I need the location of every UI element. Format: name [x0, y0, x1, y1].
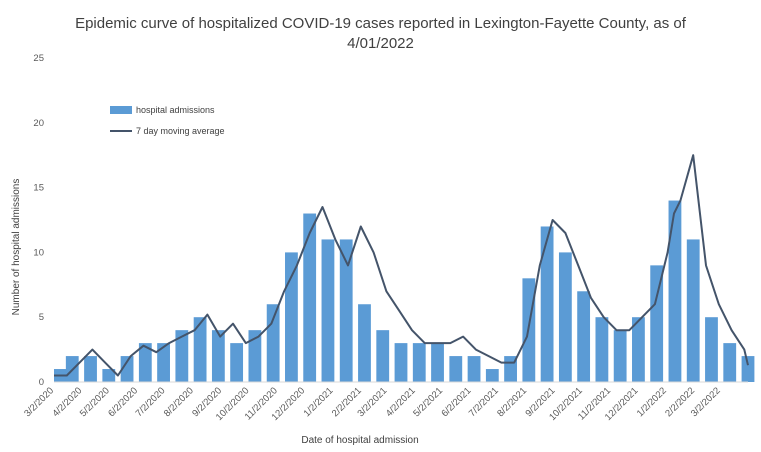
y-tick-label: 0	[39, 377, 44, 388]
bar	[138, 343, 152, 382]
y-tick-label: 25	[33, 53, 44, 64]
bar	[540, 226, 554, 382]
bar	[741, 356, 755, 382]
bar	[668, 200, 682, 382]
bars-layer	[54, 200, 755, 382]
bar	[613, 330, 627, 382]
legend-label-bars: hospital admissions	[136, 105, 215, 115]
chart-title-line-1: Epidemic curve of hospitalized COVID-19 …	[75, 15, 686, 32]
bar	[358, 304, 371, 382]
bar	[431, 343, 444, 382]
x-axis-title: Date of hospital admission	[301, 435, 418, 446]
bar	[412, 343, 426, 382]
moving-average-line	[54, 154, 749, 377]
x-tick-label: 5/2/2021	[411, 385, 445, 419]
bar	[321, 239, 335, 382]
bar	[705, 317, 718, 382]
x-tick-label: 5/2/2020	[78, 385, 112, 419]
bar	[303, 213, 317, 382]
bar	[339, 239, 353, 382]
bar	[394, 343, 408, 382]
bar	[102, 369, 116, 382]
bar	[485, 369, 499, 382]
y-tick-label: 20	[33, 118, 44, 129]
bar	[577, 291, 591, 382]
y-ticks-layer: 0 5 10 15 20 25	[33, 53, 44, 388]
bar	[686, 239, 700, 382]
y-tick-label: 5	[39, 312, 44, 323]
bar	[558, 252, 572, 382]
bar	[376, 330, 390, 382]
bar	[467, 356, 481, 382]
x-tick-label: 1/2/2021	[302, 385, 336, 419]
bar	[193, 317, 207, 382]
bar	[595, 317, 609, 382]
chart-title-line-2: 4/01/2022	[347, 35, 414, 52]
bar	[175, 330, 189, 382]
bar	[723, 343, 737, 382]
x-tick-label: 1/2/2022	[635, 385, 669, 419]
line-layer	[54, 154, 749, 377]
bar	[84, 356, 97, 382]
bar	[266, 304, 280, 382]
legend-label-line: 7 day moving average	[136, 126, 225, 136]
y-axis-title: Number of hospital admissions	[11, 179, 22, 316]
x-tick-label: 8/2/2021	[495, 385, 529, 419]
bar	[230, 343, 244, 382]
legend-swatch-bars	[110, 106, 132, 114]
bar	[211, 330, 225, 382]
bar	[157, 343, 170, 382]
bar	[632, 317, 645, 382]
bar	[449, 356, 463, 382]
y-tick-label: 15	[33, 183, 44, 194]
legend: hospital admissions 7 day moving average	[110, 105, 225, 136]
x-tick-label: 3/2/2020	[22, 385, 56, 419]
x-tick-label: 7/2/2021	[467, 385, 501, 419]
x-ticks-layer: 3/2/20204/2/20205/2/20206/2/20207/2/2020…	[22, 385, 723, 423]
bar	[650, 265, 664, 382]
x-tick-label: 7/2/2020	[134, 385, 168, 419]
bar	[285, 252, 298, 382]
bar	[248, 330, 262, 382]
bar	[120, 356, 134, 382]
y-tick-label: 10	[33, 247, 44, 258]
x-tick-label: 8/2/2020	[162, 385, 196, 419]
